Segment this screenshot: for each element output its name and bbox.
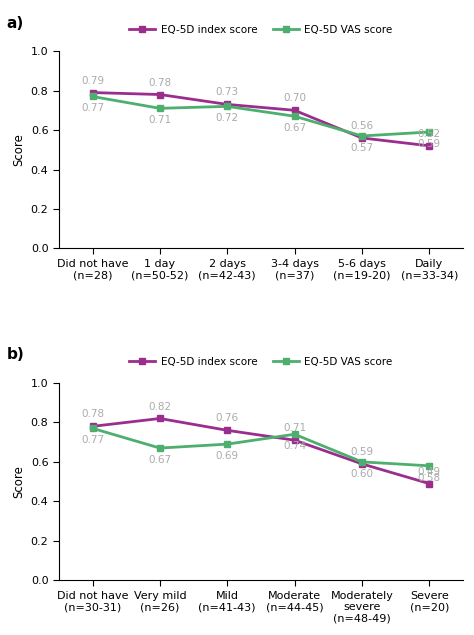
Text: 0.49: 0.49 (418, 467, 441, 477)
EQ-5D index score (157, 415, 163, 422)
Line: EQ-5D VAS score: EQ-5D VAS score (89, 425, 433, 469)
Text: 0.82: 0.82 (148, 401, 172, 411)
Text: b): b) (6, 347, 24, 363)
Text: 0.57: 0.57 (350, 143, 374, 153)
EQ-5D index score (157, 91, 163, 98)
EQ-5D VAS score (157, 444, 163, 452)
EQ-5D VAS score (292, 112, 297, 120)
Text: 0.60: 0.60 (350, 469, 374, 479)
Text: 0.69: 0.69 (216, 451, 239, 461)
Line: EQ-5D index score: EQ-5D index score (89, 415, 433, 487)
EQ-5D index score (427, 480, 432, 488)
EQ-5D VAS score (224, 440, 230, 448)
Text: 0.67: 0.67 (283, 123, 306, 133)
Y-axis label: Score: Score (12, 133, 25, 166)
EQ-5D index score (427, 142, 432, 150)
EQ-5D index score (224, 427, 230, 434)
Text: 0.78: 0.78 (81, 410, 104, 420)
Text: 0.58: 0.58 (418, 473, 441, 483)
Text: 0.77: 0.77 (81, 104, 104, 114)
Text: 0.67: 0.67 (148, 455, 172, 465)
Text: a): a) (6, 16, 24, 30)
EQ-5D VAS score (359, 458, 365, 465)
Legend: EQ-5D index score, EQ-5D VAS score: EQ-5D index score, EQ-5D VAS score (125, 352, 397, 371)
Y-axis label: Score: Score (12, 465, 25, 498)
EQ-5D VAS score (359, 132, 365, 140)
Text: 0.73: 0.73 (216, 88, 239, 97)
EQ-5D index score (359, 460, 365, 467)
Text: 0.79: 0.79 (81, 76, 104, 86)
Text: 0.56: 0.56 (350, 121, 374, 131)
Text: 0.59: 0.59 (350, 447, 374, 457)
Text: 0.71: 0.71 (148, 116, 172, 125)
EQ-5D VAS score (157, 105, 163, 112)
Text: 0.77: 0.77 (81, 435, 104, 445)
EQ-5D index score (90, 89, 95, 97)
Text: 0.52: 0.52 (418, 129, 441, 139)
EQ-5D index score (90, 422, 95, 430)
EQ-5D VAS score (224, 103, 230, 110)
Text: 0.78: 0.78 (148, 77, 172, 88)
EQ-5D VAS score (292, 431, 297, 438)
Text: 0.71: 0.71 (283, 424, 306, 433)
Text: 0.72: 0.72 (216, 113, 239, 123)
EQ-5D VAS score (427, 128, 432, 136)
EQ-5D index score (292, 107, 297, 114)
Text: 0.74: 0.74 (283, 441, 306, 451)
EQ-5D VAS score (427, 462, 432, 470)
Legend: EQ-5D index score, EQ-5D VAS score: EQ-5D index score, EQ-5D VAS score (125, 21, 397, 39)
EQ-5D VAS score (90, 425, 95, 432)
EQ-5D index score (292, 436, 297, 444)
EQ-5D index score (359, 134, 365, 142)
EQ-5D VAS score (90, 93, 95, 100)
Text: 0.76: 0.76 (216, 413, 239, 424)
Line: EQ-5D index score: EQ-5D index score (89, 89, 433, 149)
Line: EQ-5D VAS score: EQ-5D VAS score (89, 93, 433, 140)
Text: 0.70: 0.70 (283, 93, 306, 104)
EQ-5D index score (224, 100, 230, 108)
Text: 0.59: 0.59 (418, 139, 441, 149)
